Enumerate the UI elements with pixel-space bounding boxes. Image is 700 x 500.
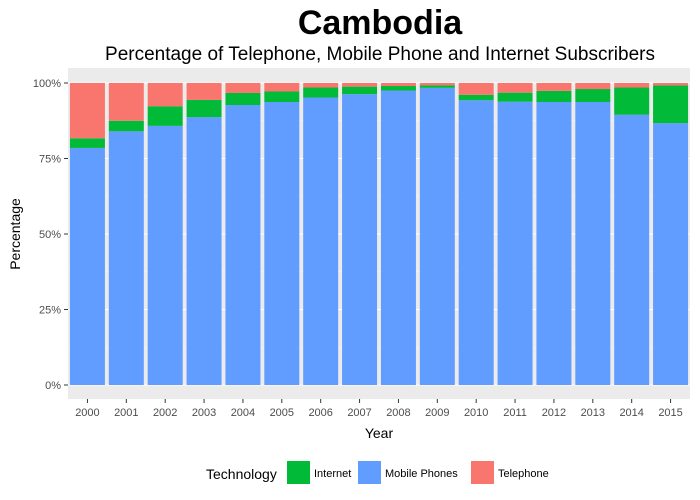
y-axis: 0% 25% 50% 75% 100% [33, 78, 68, 392]
bar-mobile-phones-2006 [303, 97, 339, 385]
bar-telephone-2007 [342, 83, 378, 87]
bar-mobile-phones-2012 [536, 102, 572, 385]
legend-title: Technology [206, 466, 277, 482]
bar-mobile-phones-2008 [380, 90, 416, 386]
x-tick-label: 2013 [581, 407, 605, 419]
x-tick-label: 2001 [114, 407, 138, 419]
bar-mobile-phones-2015 [653, 123, 689, 385]
bar-telephone-2009 [419, 83, 455, 86]
y-tick-label: 50% [39, 229, 61, 241]
bar-telephone-2012 [536, 83, 572, 91]
bar-internet-2010 [458, 94, 494, 101]
x-tick-label: 2014 [619, 407, 643, 419]
bar-mobile-phones-2002 [147, 125, 183, 385]
bar-internet-2013 [575, 89, 611, 103]
bar-telephone-2008 [380, 83, 416, 87]
bar-internet-2011 [497, 92, 533, 102]
bar-mobile-phones-2007 [342, 94, 378, 385]
bar-internet-2001 [108, 120, 144, 132]
bar-internet-2005 [264, 91, 300, 103]
bar-internet-2015 [653, 85, 689, 124]
y-tick-label: 75% [39, 154, 61, 166]
bar-internet-2000 [69, 138, 105, 148]
legend-key-mobile-phones [358, 461, 381, 484]
bar-telephone-2000 [69, 83, 105, 139]
bar-telephone-2014 [614, 83, 650, 88]
bar-telephone-2001 [108, 83, 144, 121]
chart-subtitle: Percentage of Telephone, Mobile Phone an… [105, 44, 655, 65]
x-tick-label: 2010 [464, 407, 488, 419]
bar-mobile-phones-2005 [264, 102, 300, 385]
legend-label: Mobile Phones [385, 468, 458, 480]
x-tick-label: 2006 [308, 407, 332, 419]
x-tick-label: 2000 [75, 407, 99, 419]
x-tick-label: 2002 [153, 407, 177, 419]
bar-telephone-2015 [653, 83, 689, 86]
bar-mobile-phones-2004 [225, 105, 261, 386]
x-tick-label: 2015 [658, 407, 682, 419]
bar-telephone-2010 [458, 83, 494, 95]
bar-mobile-phones-2000 [69, 147, 105, 385]
y-tick-label: 100% [33, 78, 61, 90]
legend: Technology Internet Mobile Phones Telephon… [206, 461, 549, 484]
bar-internet-2003 [186, 99, 222, 118]
x-tick-label: 2012 [542, 407, 566, 419]
bar-mobile-phones-2009 [419, 87, 455, 385]
legend-key-telephone [471, 461, 494, 484]
bar-telephone-2013 [575, 83, 611, 90]
y-axis-title: Percentage [7, 198, 23, 270]
legend-label: Telephone [498, 468, 549, 480]
bar-internet-2002 [147, 106, 183, 126]
x-tick-label: 2007 [347, 407, 371, 419]
bar-telephone-2003 [186, 83, 222, 100]
x-tick-label: 2005 [270, 407, 294, 419]
x-tick-label: 2009 [425, 407, 449, 419]
bar-mobile-phones-2010 [458, 100, 494, 386]
bars [69, 83, 689, 386]
chart-title: Cambodia [298, 4, 463, 42]
bar-internet-2006 [303, 87, 339, 98]
legend-label: Internet [314, 468, 351, 480]
bar-internet-2009 [419, 85, 455, 88]
x-tick-label: 2011 [503, 407, 527, 419]
x-tick-label: 2003 [192, 407, 216, 419]
y-tick-label: 25% [39, 305, 61, 317]
bar-internet-2012 [536, 90, 572, 103]
bar-internet-2014 [614, 87, 650, 115]
bar-internet-2008 [380, 86, 416, 91]
bar-telephone-2004 [225, 83, 261, 93]
y-tick-label: 0% [45, 380, 61, 392]
x-axis-title: Year [365, 425, 394, 441]
bar-internet-2004 [225, 92, 261, 106]
bar-mobile-phones-2001 [108, 131, 144, 385]
x-tick-label: 2004 [231, 407, 255, 419]
bar-mobile-phones-2014 [614, 114, 650, 386]
legend-key-internet [287, 461, 310, 484]
bar-telephone-2011 [497, 83, 533, 93]
bar-mobile-phones-2003 [186, 117, 222, 385]
x-axis: 2000 2001 2002 2003 2004 2005 2006 2007 2008 2009… [75, 399, 683, 419]
bar-mobile-phones-2011 [497, 101, 533, 385]
bar-telephone-2005 [264, 83, 300, 92]
bar-mobile-phones-2013 [575, 102, 611, 385]
x-tick-label: 2008 [386, 407, 410, 419]
bar-telephone-2006 [303, 83, 339, 88]
bar-telephone-2002 [147, 83, 183, 107]
bar-internet-2007 [342, 86, 378, 95]
